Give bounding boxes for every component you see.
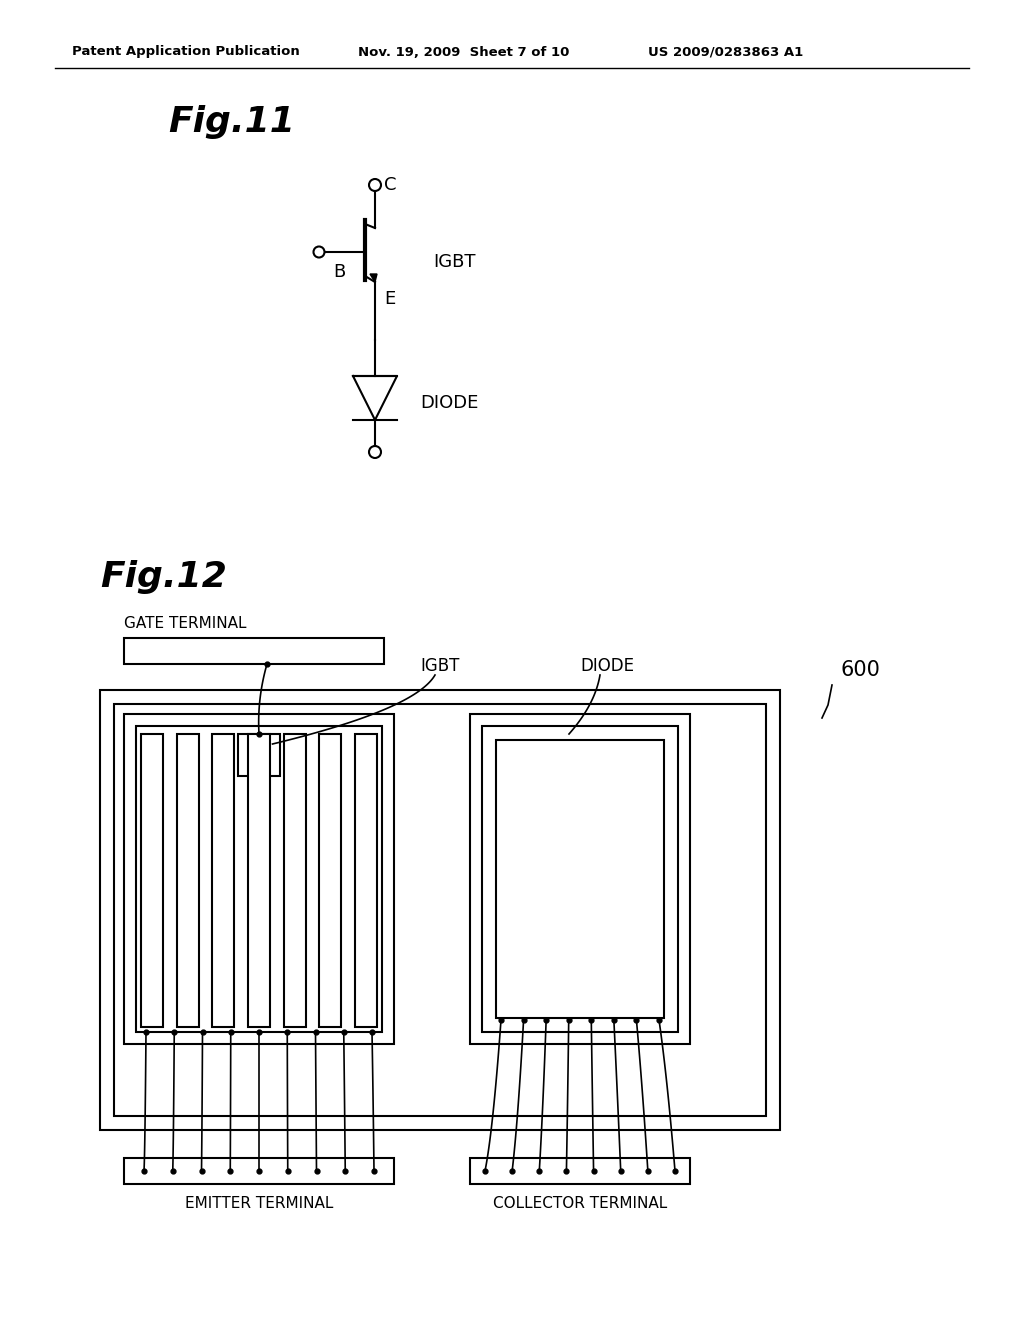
Bar: [319, 734, 341, 1027]
Text: Fig.11: Fig.11: [168, 106, 295, 139]
Bar: [470, 714, 690, 1044]
Bar: [238, 734, 280, 776]
Text: 600: 600: [840, 660, 880, 680]
Text: GATE TERMINAL: GATE TERMINAL: [124, 616, 247, 631]
Text: B: B: [333, 263, 345, 281]
Bar: [100, 690, 780, 1130]
Bar: [124, 1158, 394, 1184]
Text: COLLECTOR TERMINAL: COLLECTOR TERMINAL: [493, 1196, 667, 1210]
Bar: [496, 741, 664, 1018]
Text: EMITTER TERMINAL: EMITTER TERMINAL: [184, 1196, 333, 1210]
Text: IGBT: IGBT: [433, 253, 475, 271]
Polygon shape: [370, 275, 377, 282]
Text: DIODE: DIODE: [420, 393, 478, 412]
Text: IGBT: IGBT: [420, 657, 460, 675]
Text: Nov. 19, 2009  Sheet 7 of 10: Nov. 19, 2009 Sheet 7 of 10: [358, 45, 569, 58]
Text: Patent Application Publication: Patent Application Publication: [72, 45, 300, 58]
Bar: [355, 734, 377, 1027]
Text: Fig.12: Fig.12: [100, 560, 227, 594]
Bar: [212, 734, 234, 1027]
Bar: [141, 734, 163, 1027]
Text: E: E: [384, 290, 395, 308]
Bar: [470, 1158, 690, 1184]
Bar: [248, 734, 270, 1027]
Text: DIODE: DIODE: [580, 657, 634, 675]
Text: C: C: [384, 176, 396, 194]
Bar: [177, 734, 199, 1027]
Bar: [482, 726, 678, 1032]
Bar: [114, 704, 766, 1115]
Bar: [136, 726, 382, 1032]
Text: US 2009/0283863 A1: US 2009/0283863 A1: [648, 45, 803, 58]
Bar: [124, 714, 394, 1044]
Bar: [124, 638, 384, 664]
Bar: [284, 734, 305, 1027]
